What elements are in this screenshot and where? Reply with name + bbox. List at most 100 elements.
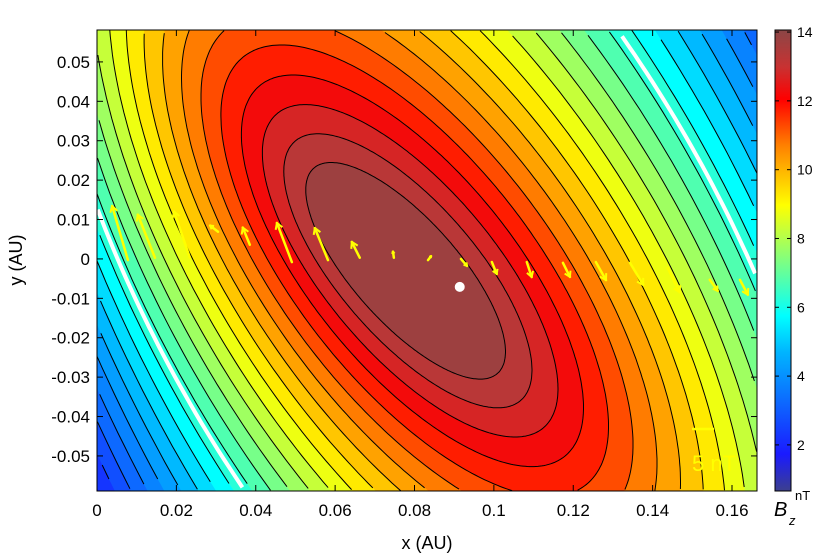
vector-arrowhead xyxy=(209,224,215,230)
field-vector xyxy=(136,213,157,259)
x-tick-label: 0.16 xyxy=(715,501,748,520)
field-vector xyxy=(313,226,330,262)
contour-line xyxy=(97,39,755,483)
vector-arrowhead xyxy=(741,287,750,296)
vector-arrowhead xyxy=(564,270,572,278)
contour-line xyxy=(143,30,704,490)
field-vector xyxy=(561,261,572,279)
y-tick-label: 0.01 xyxy=(57,211,90,230)
x-tick-label: 0.08 xyxy=(398,501,431,520)
contour-line xyxy=(97,35,755,491)
vector-arrowhead xyxy=(350,241,359,249)
vector-arrowhead xyxy=(526,270,535,278)
field-vector xyxy=(275,221,294,264)
contour-line xyxy=(240,74,584,468)
vector-arrowhead xyxy=(240,226,249,235)
colorbar-label: B xyxy=(774,499,787,521)
y-tick-label: -0.01 xyxy=(51,289,90,308)
contour-line xyxy=(162,31,681,491)
colorbar-unit: nT xyxy=(795,488,810,503)
colorbar-tick-label: 10 xyxy=(797,162,813,178)
colorbar-label-subscript: z xyxy=(788,513,796,528)
plot-frame xyxy=(96,29,758,492)
vector-layer xyxy=(109,204,750,297)
vector-arrowhead xyxy=(274,222,284,230)
y-tick-label: -0.03 xyxy=(51,368,90,387)
contour-line xyxy=(109,30,745,488)
vector-arrowhead xyxy=(492,268,499,275)
vector-scale-label: 5 nT xyxy=(692,451,736,476)
contour-line xyxy=(97,421,131,489)
contour-line xyxy=(101,464,110,480)
x-axis-label: x (AU) xyxy=(402,533,453,553)
y-tick-label: 0.04 xyxy=(57,92,90,111)
field-vector xyxy=(594,260,608,282)
colorbar-tick-label: 14 xyxy=(797,24,813,40)
y-tick-label: 0.05 xyxy=(57,53,90,72)
x-tick-label: 0.06 xyxy=(319,501,352,520)
highlight-contour xyxy=(97,35,757,489)
y-tick-label: 0.03 xyxy=(57,132,90,151)
field-vector xyxy=(110,204,130,262)
vector-arrowhead xyxy=(463,262,469,267)
x-tick-label: 0.12 xyxy=(557,501,590,520)
field-vector xyxy=(525,260,533,279)
contour-line xyxy=(97,32,757,489)
x-tick-label: 0 xyxy=(92,501,101,520)
vector-arrowhead xyxy=(712,285,719,292)
colorbar-tick-label: 2 xyxy=(797,437,805,453)
x-tick-label: 0.14 xyxy=(636,501,669,520)
field-vector xyxy=(172,210,192,259)
x-tick-label: 0.1 xyxy=(482,501,506,520)
field-vector xyxy=(628,261,645,287)
y-tick-label: -0.05 xyxy=(51,447,90,466)
y-axis: -0.05 -0.04 -0.03 -0.02 -0.01 0 0.01 0.02 0.03 0.… xyxy=(51,53,757,466)
x-tick-label: 0.04 xyxy=(239,501,272,520)
contour-line xyxy=(181,30,658,491)
vector-scale-legend: 5 nT xyxy=(692,427,736,476)
contour-line xyxy=(97,31,756,484)
colorbar-tick-label: 6 xyxy=(797,299,805,315)
contour-line xyxy=(97,38,754,480)
field-vector xyxy=(738,278,750,297)
colorbar-tick-label: 12 xyxy=(797,93,813,109)
contour-fill xyxy=(305,162,506,380)
vector-arrowhead xyxy=(428,255,433,259)
field-vector xyxy=(350,240,361,259)
contour-line xyxy=(98,32,755,487)
contour-line xyxy=(99,30,755,484)
plot-area xyxy=(97,30,757,491)
vector-arrowhead xyxy=(312,227,321,236)
contour-line xyxy=(261,104,559,438)
contour-line xyxy=(100,30,757,490)
y-tick-label: 0 xyxy=(81,250,90,269)
colorbar-tick-label: 4 xyxy=(797,368,805,384)
vector-arrowhead xyxy=(109,205,118,214)
contour-line xyxy=(283,133,533,409)
contour-line xyxy=(305,162,506,380)
y-tick-label: -0.04 xyxy=(51,408,90,427)
contour-line xyxy=(125,30,725,491)
field-vector xyxy=(708,278,719,293)
y-axis-label: y (AU) xyxy=(6,235,26,286)
colorbar-gradient xyxy=(774,29,792,492)
vector-arrowhead xyxy=(673,285,682,294)
field-vector xyxy=(490,260,498,276)
vector-arrowhead xyxy=(391,250,396,255)
vector-arrowhead xyxy=(135,213,144,222)
x-tick-label: 0.02 xyxy=(160,501,193,520)
contour-line xyxy=(220,44,609,491)
center-marker xyxy=(454,281,465,292)
field-vector xyxy=(241,226,252,246)
vector-arrowhead xyxy=(636,277,645,286)
vector-arrowhead xyxy=(171,210,181,219)
y-tick-label: 0.02 xyxy=(57,171,90,190)
field-vector xyxy=(666,266,681,294)
vector-arrowhead xyxy=(599,273,608,281)
contour-line xyxy=(99,32,752,485)
colorbar-tick-label: 8 xyxy=(797,230,805,246)
x-axis: 0 0.02 0.04 0.06 0.08 0.1 0.12 0.14 0.16 xyxy=(92,30,749,520)
contour-line xyxy=(100,33,754,486)
contour-line xyxy=(200,30,634,490)
